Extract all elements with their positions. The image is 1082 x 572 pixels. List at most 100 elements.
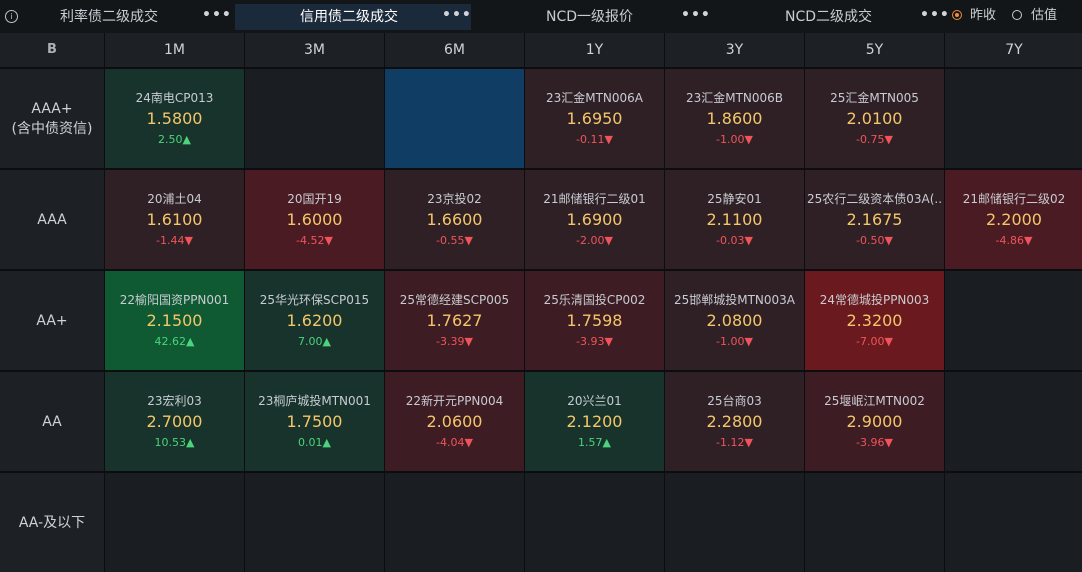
bond-quote-cell[interactable]: 20国开19 1.6000 -4.52▼ <box>245 170 384 269</box>
bond-yield: 2.0600 <box>426 411 483 431</box>
bond-yield: 2.0800 <box>706 310 763 330</box>
bond-yield: 2.9000 <box>846 411 903 431</box>
bond-quote-cell[interactable]: 25静安01 2.1100 -0.03▼ <box>665 170 804 269</box>
bond-yield: 1.6100 <box>146 209 203 229</box>
yield-change: 1.57▲ <box>578 435 611 449</box>
tab-ncd-primary-quote[interactable]: NCD一级报价 ••• <box>474 4 711 30</box>
bond-quote-cell[interactable]: 25堰岷江MTN002 2.9000 -3.96▼ <box>805 372 944 471</box>
col-header-3m: 3M <box>245 33 384 67</box>
bond-name: 20国开19 <box>287 191 342 206</box>
credit-bond-matrix: B 1M 3M 6M 1Y 3Y 5Y 7Y AAA+ (含中债资信) 24南电C… <box>0 33 1082 572</box>
bond-quote-cell[interactable]: 25农行二级资本债03A(.. 2.1675 -0.50▼ <box>805 170 944 269</box>
yield-change: -0.50▼ <box>856 233 893 247</box>
radio-valuation-label[interactable]: 估值 <box>1031 8 1058 23</box>
bond-name: 22榆阳国资PPN001 <box>119 292 230 307</box>
radio-prev-close[interactable] <box>952 10 962 20</box>
row-label-rating: AAA+ (含中债资信) <box>0 69 104 168</box>
bond-quote-cell[interactable]: 24南电CP013 1.5800 2.50▲ <box>105 69 244 168</box>
bond-quote-cell[interactable]: 24常德城投PPN003 2.3200 -7.00▼ <box>805 271 944 370</box>
empty-cell <box>385 69 524 168</box>
bond-name: 23汇金MTN006A <box>545 90 644 105</box>
bond-name: 20浦土04 <box>147 191 202 206</box>
bond-yield: 2.1500 <box>146 310 203 330</box>
tab-ncd-secondary[interactable]: NCD二级成交 ••• <box>711 4 949 30</box>
tab-bar: i 利率债二级成交 ••• 信用债二级成交 ••• NCD一级报价 ••• NC… <box>0 0 1082 34</box>
bond-quote-cell[interactable]: 23桐庐城投MTN001 1.7500 0.01▲ <box>245 372 384 471</box>
more-icon[interactable]: ••• <box>681 7 711 23</box>
bond-quote-cell[interactable]: 25华光环保SCP015 1.6200 7.00▲ <box>245 271 384 370</box>
empty-cell <box>245 473 384 572</box>
bond-name: 20兴兰01 <box>567 393 622 408</box>
col-header-5y: 5Y <box>805 33 944 67</box>
radio-prev-close-label[interactable]: 昨收 <box>970 8 997 23</box>
col-header-1y: 1Y <box>525 33 664 67</box>
tab-credit-bond-secondary[interactable]: 信用债二级成交 ••• <box>235 4 471 30</box>
more-icon[interactable]: ••• <box>920 7 950 23</box>
yield-change: -7.00▼ <box>856 334 893 348</box>
empty-cell <box>245 69 384 168</box>
bond-quote-cell[interactable]: 22新开元PPN004 2.0600 -4.04▼ <box>385 372 524 471</box>
yield-change: 2.50▲ <box>158 132 191 146</box>
bond-yield: 1.6950 <box>566 108 623 128</box>
bond-quote-cell[interactable]: 25邯郸城投MTN003A 2.0800 -1.00▼ <box>665 271 804 370</box>
bond-quote-cell[interactable]: 20兴兰01 2.1200 1.57▲ <box>525 372 664 471</box>
bond-quote-cell[interactable]: 21邮储银行二级01 1.6900 -2.00▼ <box>525 170 664 269</box>
yield-change: 10.53▲ <box>154 435 195 449</box>
bond-name: 25邯郸城投MTN003A <box>673 292 796 307</box>
bond-yield: 2.1200 <box>566 411 623 431</box>
yield-change: 0.01▲ <box>298 435 331 449</box>
bond-quote-cell[interactable]: 25常德经建SCP005 1.7627 -3.39▼ <box>385 271 524 370</box>
bond-quote-cell[interactable]: 25台商03 2.2800 -1.12▼ <box>665 372 804 471</box>
bond-yield: 1.7500 <box>286 411 343 431</box>
info-icon[interactable]: i <box>5 10 18 23</box>
yield-change: -4.52▼ <box>296 233 333 247</box>
yield-change: -3.39▼ <box>436 334 473 348</box>
more-icon[interactable]: ••• <box>202 7 232 23</box>
bond-quote-cell[interactable]: 23宏利03 2.7000 10.53▲ <box>105 372 244 471</box>
bond-name: 25堰岷江MTN002 <box>824 393 925 408</box>
row-label-rating: AAA <box>0 170 104 269</box>
bond-yield: 2.2800 <box>706 411 763 431</box>
yield-change: -4.86▼ <box>995 233 1033 247</box>
empty-cell <box>945 271 1082 370</box>
bond-quote-cell[interactable]: 25乐清国投CP002 1.7598 -3.93▼ <box>525 271 664 370</box>
radio-valuation[interactable] <box>1012 10 1022 20</box>
bond-quote-cell[interactable]: 20浦土04 1.6100 -1.44▼ <box>105 170 244 269</box>
more-icon[interactable]: ••• <box>442 7 472 23</box>
bond-name: 25常德经建SCP005 <box>399 292 510 307</box>
bond-yield: 1.7598 <box>566 310 623 330</box>
yield-change: -1.00▼ <box>716 334 753 348</box>
bond-yield: 1.6200 <box>286 310 343 330</box>
empty-cell <box>665 473 804 572</box>
bond-quote-cell[interactable]: 21邮储银行二级02 2.2000 -4.86▼ <box>945 170 1082 269</box>
bond-yield: 2.0100 <box>846 108 903 128</box>
bond-quote-cell[interactable]: 25汇金MTN005 2.0100 -0.75▼ <box>805 69 944 168</box>
tab-label: NCD二级成交 <box>785 9 873 25</box>
empty-cell <box>385 473 524 572</box>
row-label-rating: AA <box>0 372 104 471</box>
empty-cell <box>805 473 944 572</box>
bond-yield: 1.7627 <box>426 310 483 330</box>
price-basis-radio-group: 昨收 估值 <box>952 8 1077 26</box>
empty-cell <box>945 372 1082 471</box>
bond-quote-cell[interactable]: 23汇金MTN006B 1.8600 -1.00▼ <box>665 69 804 168</box>
bond-name: 23京投02 <box>427 191 482 206</box>
bond-quote-cell[interactable]: 23京投02 1.6600 -0.55▼ <box>385 170 524 269</box>
yield-change: -0.75▼ <box>856 132 893 146</box>
bond-name: 21邮储银行二级01 <box>543 191 646 206</box>
bond-name: 21邮储银行二级02 <box>962 191 1066 206</box>
yield-change: -3.93▼ <box>576 334 613 348</box>
bond-quote-cell[interactable]: 22榆阳国资PPN001 2.1500 42.62▲ <box>105 271 244 370</box>
empty-cell <box>945 69 1082 168</box>
yield-change: -1.44▼ <box>156 233 193 247</box>
col-header-7y: 7Y <box>945 33 1082 67</box>
yield-change: 42.62▲ <box>154 334 195 348</box>
yield-change: -1.12▼ <box>716 435 753 449</box>
bond-name: 23桐庐城投MTN001 <box>258 393 371 408</box>
bond-quote-cell[interactable]: 23汇金MTN006A 1.6950 -0.11▼ <box>525 69 664 168</box>
bond-name: 25静安01 <box>707 191 762 206</box>
tab-rate-bond-secondary[interactable]: 利率债二级成交 ••• <box>22 4 232 30</box>
col-header-6m: 6M <box>385 33 524 67</box>
empty-cell <box>945 473 1082 572</box>
bond-name: 25台商03 <box>707 393 762 408</box>
